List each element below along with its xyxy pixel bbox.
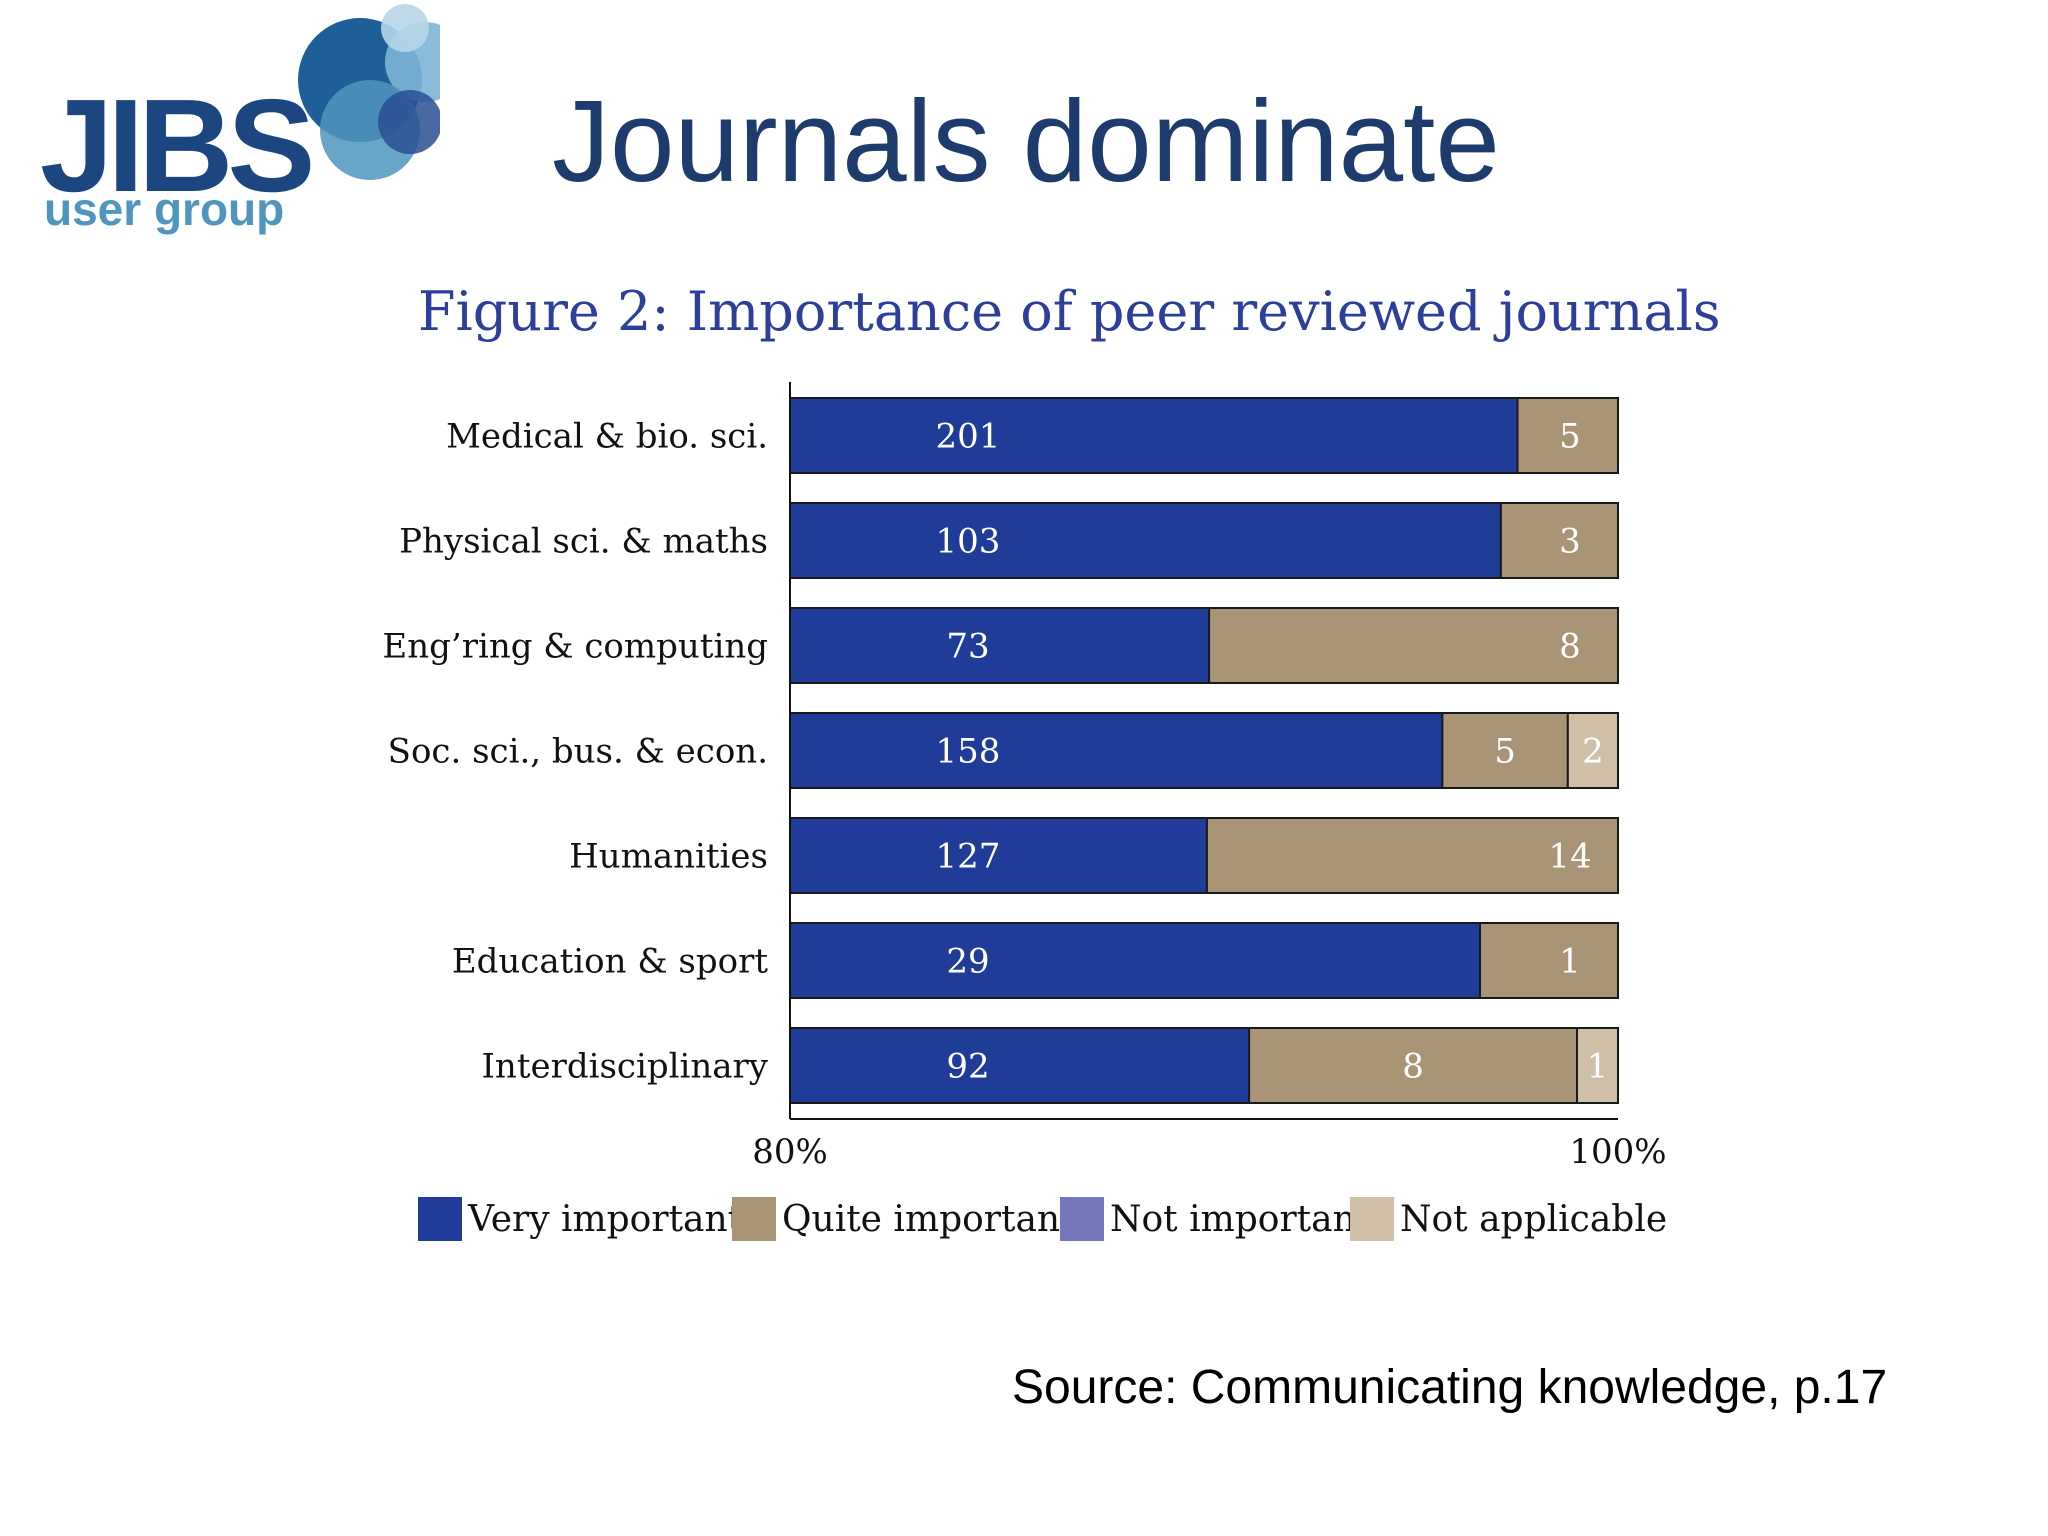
bar-segment xyxy=(1208,607,1619,684)
category-label: Soc. sci., bus. & econ. xyxy=(388,732,768,772)
data-label: 73 xyxy=(946,627,989,667)
bar-segment xyxy=(1516,397,1619,474)
stacked-bar-chart: Medical & bio. sci. 201 5 Physical sci. & m… xyxy=(380,370,1670,1250)
category-label: Eng’ring & computing xyxy=(382,627,768,667)
legend-label: Quite important xyxy=(782,1199,1075,1240)
bar-segment xyxy=(789,922,1481,999)
legend-swatch xyxy=(732,1197,776,1241)
bar-segment xyxy=(789,817,1208,894)
category-label: Physical sci. & maths xyxy=(399,522,768,562)
chart-svg: Medical & bio. sci. 201 5 Physical sci. & m… xyxy=(382,382,1667,1241)
bar-segment xyxy=(1499,502,1620,579)
data-label: 1 xyxy=(1559,942,1581,982)
data-label: 92 xyxy=(946,1047,989,1087)
figure-title: Figure 2: Importance of peer reviewed jo… xyxy=(418,280,1721,343)
bar-segment xyxy=(789,1027,1251,1104)
bar-segment xyxy=(1566,712,1620,789)
data-label: 201 xyxy=(936,417,1001,457)
legend-swatch xyxy=(1060,1197,1104,1241)
category-label: Humanities xyxy=(569,837,768,877)
legend-swatch xyxy=(1350,1197,1394,1241)
data-label: 127 xyxy=(936,837,1001,877)
bar-segment xyxy=(1576,1027,1619,1104)
category-label: Medical & bio. sci. xyxy=(446,417,768,457)
bar-segment xyxy=(1479,922,1619,999)
x-tick-label: 100% xyxy=(1569,1132,1666,1172)
slide-title: Journals dominate xyxy=(552,76,1500,206)
data-label: 2 xyxy=(1582,732,1604,772)
legend-label: Not applicable xyxy=(1400,1199,1667,1240)
bar-segment xyxy=(789,712,1444,789)
logo-text: JIBS xyxy=(40,72,315,219)
data-label: 5 xyxy=(1494,732,1516,772)
bar-segment xyxy=(1205,817,1619,894)
bar-segment xyxy=(1441,712,1569,789)
legend-label: Not important xyxy=(1110,1199,1371,1240)
legend-swatch xyxy=(418,1197,462,1241)
source-note: Source: Communicating knowledge, p.17 xyxy=(1012,1361,1888,1414)
data-label: 103 xyxy=(936,522,1001,562)
bar-segment xyxy=(789,502,1502,579)
category-label: Interdisciplinary xyxy=(481,1047,768,1087)
data-label: 3 xyxy=(1559,522,1581,562)
data-label: 8 xyxy=(1559,627,1581,667)
data-label: 8 xyxy=(1402,1047,1424,1087)
data-label: 29 xyxy=(946,942,989,982)
data-label: 5 xyxy=(1559,417,1581,457)
data-label: 1 xyxy=(1587,1047,1609,1087)
data-label: 14 xyxy=(1548,837,1591,877)
category-label: Education & sport xyxy=(452,942,769,982)
legend-label: Very important xyxy=(467,1199,743,1240)
bar-segment xyxy=(789,607,1211,684)
x-tick-label: 80% xyxy=(752,1132,828,1172)
data-label: 158 xyxy=(936,732,1001,772)
logo-circles-icon xyxy=(298,4,440,180)
jibs-logo: JIBS user group xyxy=(40,0,440,250)
logo-subtext: user group xyxy=(44,183,285,235)
bar-segment xyxy=(789,397,1519,474)
